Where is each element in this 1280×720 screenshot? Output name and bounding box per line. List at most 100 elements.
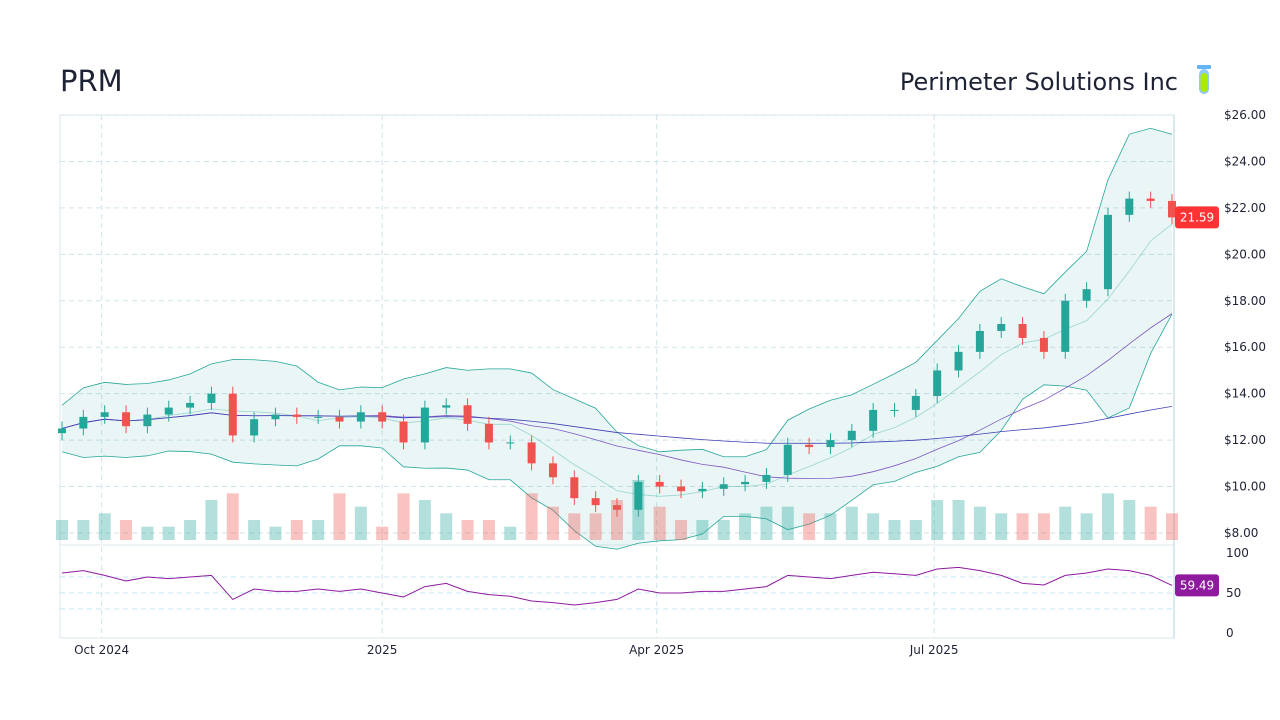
volume-bar	[312, 520, 325, 540]
y-tick-label: $24.00	[1224, 154, 1266, 168]
candle-body	[378, 412, 387, 422]
volume-bar	[653, 506, 666, 540]
volume-bar	[333, 493, 346, 540]
candle-body	[250, 419, 259, 436]
candle-body	[1168, 200, 1176, 218]
volume-bar	[226, 493, 239, 540]
candle-body	[890, 409, 899, 411]
volume-bar	[269, 526, 282, 540]
volume-bar	[717, 520, 730, 540]
candle-body	[762, 474, 771, 482]
volume-bar	[354, 506, 367, 540]
volume-bar	[611, 500, 623, 540]
candle-body	[420, 407, 429, 443]
candle-body	[634, 481, 643, 510]
candle-body	[442, 405, 451, 408]
candle-body	[1039, 337, 1048, 352]
candle-body	[869, 409, 878, 431]
volume-bar	[418, 500, 431, 540]
candle-body	[911, 395, 920, 410]
y-tick-label: $26.00	[1224, 108, 1266, 122]
ticker-symbol: PRM	[60, 64, 123, 98]
volume-bar	[482, 520, 495, 540]
rsi-tick-label: 0	[1226, 626, 1234, 640]
volume-bar	[931, 500, 944, 540]
last-price-label-bg	[1175, 206, 1219, 229]
volume-bar	[1101, 493, 1114, 540]
candle-body	[975, 330, 984, 352]
volume-bar	[1037, 513, 1050, 540]
candle-body	[997, 324, 1006, 331]
candle-body	[1125, 198, 1134, 215]
volume-bar	[803, 513, 816, 540]
candle-body	[186, 402, 195, 408]
y-tick-label: $18.00	[1224, 294, 1266, 308]
candle-body	[58, 428, 66, 434]
volume-bar	[781, 506, 794, 540]
bollinger-lower	[61, 313, 1173, 550]
volume-bar	[909, 520, 922, 540]
volume-bar	[141, 526, 154, 540]
volume-bar	[205, 500, 218, 540]
volume-bar	[1166, 513, 1178, 540]
volume-bar	[739, 513, 752, 540]
candle-body	[1146, 198, 1155, 201]
candle-body	[228, 393, 237, 436]
candle-body	[484, 423, 493, 443]
y-tick-label: $8.00	[1224, 526, 1258, 540]
volume-bar	[248, 520, 261, 540]
candle-body	[122, 412, 131, 427]
candle-body	[164, 407, 173, 415]
last-price-label-text: 21.59	[1180, 210, 1214, 224]
volume-bar	[1080, 513, 1093, 540]
volume-bar	[290, 520, 303, 540]
company-name: Perimeter Solutions Inc	[899, 68, 1178, 96]
candle-body	[271, 414, 280, 420]
candle-body	[356, 412, 365, 422]
volume-bar	[376, 526, 389, 540]
volume-bar	[1144, 506, 1157, 540]
candle-body	[1018, 324, 1027, 338]
candle-body	[100, 412, 109, 417]
candle-body	[506, 442, 515, 444]
y-tick-label: $14.00	[1224, 387, 1266, 401]
rsi-line	[61, 566, 1173, 606]
volume-bar	[504, 526, 517, 540]
x-tick-label: 2025	[367, 643, 398, 657]
volume-bar	[845, 506, 858, 540]
y-tick-label: $22.00	[1224, 201, 1266, 215]
volume-bar	[589, 513, 602, 540]
bollinger-band	[62, 128, 1172, 550]
candle-body	[655, 481, 664, 487]
candle-body	[1082, 289, 1091, 301]
y-tick-label: $20.00	[1224, 247, 1266, 261]
candle-body	[207, 393, 216, 403]
volume-bar	[867, 513, 880, 540]
volume-bar	[440, 513, 453, 540]
moving-average-long	[61, 405, 1173, 444]
rsi-tick-label: 100	[1226, 546, 1249, 560]
candle-body	[143, 414, 152, 427]
volume-bar	[77, 520, 90, 540]
candle-body	[826, 440, 835, 448]
volume-bar	[56, 520, 68, 540]
candle-body	[741, 481, 750, 485]
volume-bar	[696, 520, 709, 540]
candle-body	[548, 463, 557, 478]
candle-body	[805, 444, 814, 448]
candle-body	[314, 416, 323, 418]
volume-bar	[525, 493, 538, 540]
volume-bar	[1016, 513, 1029, 540]
last-rsi-label: 59.49	[1175, 574, 1219, 597]
candle-body	[399, 421, 408, 443]
volume-bar	[760, 506, 773, 540]
x-tick-label: Oct 2024	[74, 643, 129, 657]
volume-bar	[1059, 506, 1072, 540]
candle-body	[79, 416, 88, 429]
candle-body	[292, 414, 301, 417]
last-rsi-label-bg	[1175, 574, 1219, 597]
y-tick-label: $10.00	[1224, 480, 1266, 494]
volume-bar	[888, 520, 901, 540]
candle-body	[335, 416, 344, 422]
